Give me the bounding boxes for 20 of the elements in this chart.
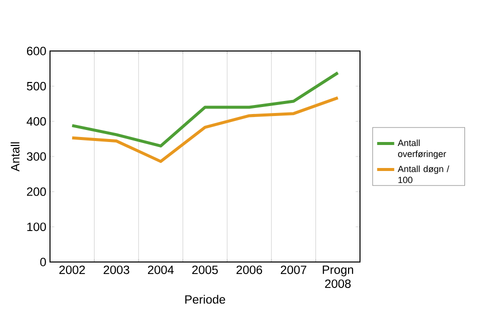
x-axis-title: Periode <box>185 294 226 304</box>
x-tick-label: 2004 <box>148 266 174 274</box>
line-series <box>70 96 340 163</box>
y-tick-label: 500 <box>26 82 46 90</box>
y-tick-label: 600 <box>27 46 46 56</box>
x-tick-label: 2007 <box>280 266 306 274</box>
y-axis-title: Antall <box>10 142 20 172</box>
x-tick-label: 2005 <box>192 266 218 274</box>
x-tick-label: 2002 <box>59 266 85 274</box>
y-tick-label: 0 <box>40 258 46 266</box>
line-series <box>70 71 340 148</box>
x-tick-label: Progn 2008 <box>322 266 354 288</box>
legend-label: Antall døgn / 100 <box>398 166 450 184</box>
y-tick-label: 400 <box>26 117 46 126</box>
y-tick-label: 100 <box>27 222 46 232</box>
y-tick-label: 300 <box>26 152 46 161</box>
x-tick-label: 2003 <box>104 266 130 274</box>
legend-label: Antall overføringer <box>398 139 446 159</box>
x-tick-label: 2006 <box>236 266 262 274</box>
y-tick-label: 200 <box>26 187 46 196</box>
